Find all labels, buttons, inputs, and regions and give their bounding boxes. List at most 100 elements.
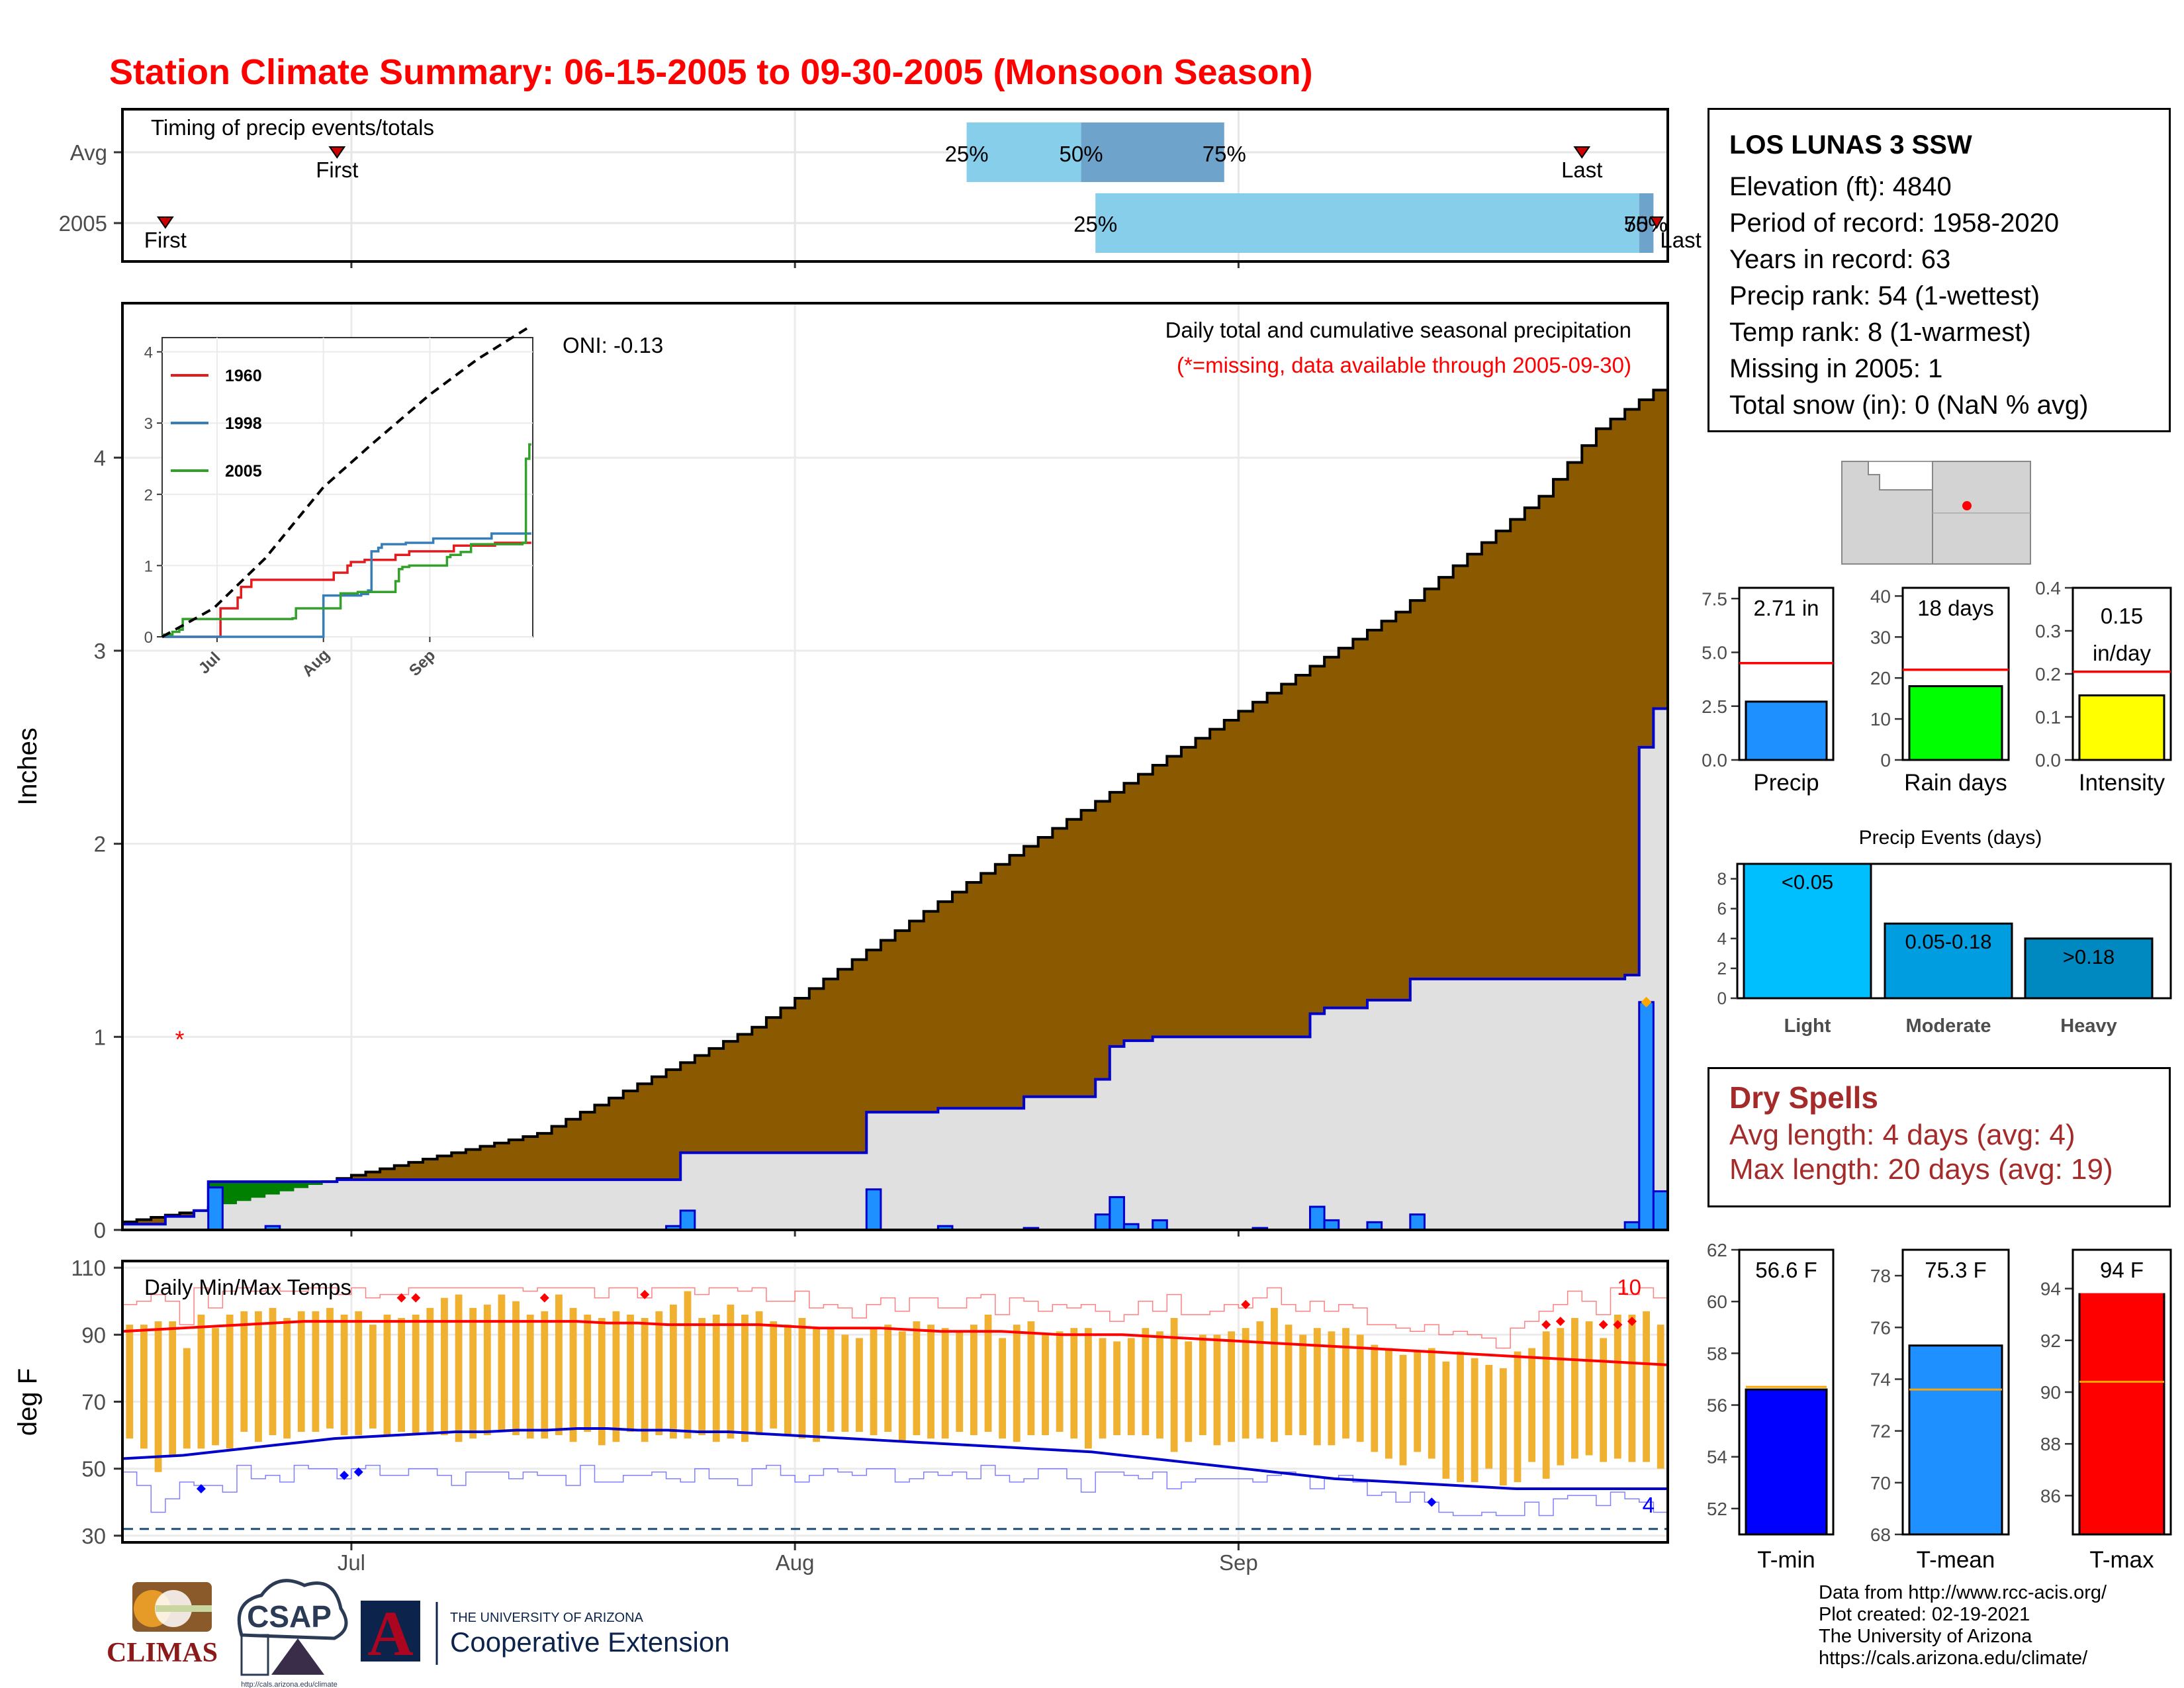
summary-y-tick-label: 0.4 [2035, 578, 2061, 598]
record-low-marker [1427, 1497, 1437, 1507]
record-low-envelope [122, 1464, 1668, 1517]
daily-temp-range-bar [1070, 1328, 1078, 1439]
daily-temp-range-bar [1542, 1331, 1550, 1479]
daily-temp-range-bar [1256, 1321, 1264, 1439]
summary-y-tick-label: 52 [1707, 1499, 1727, 1519]
daily-temp-range-bar [426, 1307, 434, 1432]
temp-summary-name: T-mean [1917, 1547, 1995, 1573]
climas-logo: CLIMAS [107, 1582, 218, 1668]
daily-temp-range-bar [1457, 1351, 1464, 1482]
daily-temp-range-bar [569, 1307, 577, 1442]
daily-temp-range-bar [1027, 1321, 1035, 1436]
dry-spells-title: Dry Spells [1729, 1080, 1878, 1115]
summary-y-tick-label: 0.0 [2035, 750, 2061, 771]
station-name: LOS LUNAS 3 SSW [1729, 130, 1972, 160]
precip-title: Daily total and cumulative seasonal prec… [1165, 318, 1631, 342]
daily-temp-range-bar [970, 1325, 978, 1436]
daily-temp-range-bar [326, 1307, 334, 1429]
temp-summary-name: T-min [1757, 1547, 1815, 1573]
daily-temp-range-bar [1499, 1368, 1507, 1485]
daily-precip-bar [865, 1188, 882, 1231]
daily-temp-range-bar [941, 1328, 949, 1439]
y2005-first-marker [156, 216, 174, 229]
summary-y-tick-label: 0.2 [2035, 664, 2061, 684]
summary-y-tick-label: 88 [2040, 1434, 2061, 1454]
temp-x-tick-label: Jul [338, 1550, 365, 1575]
precip-subtitle: (*=missing, data available through 2005-… [1177, 353, 1631, 377]
daily-temp-range-bar [1228, 1331, 1235, 1442]
oni-label: ONI: -0.13 [563, 333, 663, 357]
daily-precip-bar [1323, 1219, 1340, 1231]
summary-y-tick-label: 92 [2040, 1331, 2061, 1351]
summary-y-tick-label: 10 [1870, 709, 1891, 729]
daily-temp-range-bar [1099, 1338, 1107, 1439]
y2005-percentile-label: 25% [1073, 212, 1117, 236]
avg-last-label: Last [1561, 158, 1602, 182]
record-high-marker [1541, 1320, 1551, 1330]
daily-temp-range-bar [1585, 1321, 1593, 1456]
inset-legend-label: 2005 [225, 462, 262, 481]
summary-panel-name: Intensity [2079, 770, 2165, 796]
inset-y-tick-label: 3 [144, 415, 153, 433]
timing-row-label: Avg [70, 140, 107, 165]
daily-temp-range-bar [169, 1321, 177, 1456]
temp-x-tick-label: Sep [1219, 1550, 1258, 1575]
daily-temp-range-bar [641, 1318, 649, 1442]
avg-percentile-label: 50% [1060, 142, 1103, 166]
daily-temp-range-bar [469, 1307, 477, 1439]
record-high-marker [1613, 1320, 1623, 1330]
summary-y-tick-label: 0.1 [2035, 707, 2061, 727]
events-category-label: Light [1784, 1015, 1831, 1037]
summary-y-tick-label: 70 [1870, 1473, 1891, 1493]
daily-temp-range-bar [1299, 1335, 1307, 1436]
footer-line: Data from http://www.rcc-acis.org/ [1819, 1582, 2107, 1603]
daily-temp-range-bar [627, 1314, 634, 1432]
csap-logo: CSAP http://cals.arizona.edu/climate [237, 1579, 348, 1688]
y2005-iqr-upper-bar [1639, 193, 1654, 253]
daily-precip-bar [1152, 1219, 1168, 1231]
inset-series-line [162, 532, 531, 638]
csap-url: http://cals.arizona.edu/climate [241, 1681, 338, 1688]
temp-summary-value-label: 56.6 F [1755, 1258, 1817, 1282]
daily-temp-range-bar [999, 1338, 1007, 1439]
daily-temp-range-bar [584, 1314, 592, 1432]
inset-y-tick-label: 1 [144, 557, 153, 575]
daily-temp-range-bar [1614, 1314, 1621, 1459]
daily-temp-range-bar [984, 1314, 992, 1432]
dry-spells-max: Max length: 20 days (avg: 19) [1729, 1153, 2113, 1186]
summary-y-tick-label: 62 [1707, 1240, 1727, 1260]
y2005-last-marker [1649, 216, 1664, 230]
y2005-surplus-area [208, 1182, 323, 1207]
footer-line: Plot created: 02-19-2021 [1819, 1604, 2030, 1625]
daily-temp-range-bar [398, 1318, 406, 1432]
daily-temp-range-bar [1514, 1351, 1522, 1482]
daily-temp-range-bar [727, 1304, 735, 1439]
y2005-cumulative-area [122, 708, 1668, 1230]
events-bar [1743, 863, 1872, 1000]
daily-temp-range-bar [412, 1314, 420, 1436]
station-temp-rank: Temp rank: 8 (1-warmest) [1729, 318, 2031, 347]
daily-precip-bar [1652, 1190, 1669, 1231]
daily-temp-range-bar [498, 1294, 506, 1432]
inset-y-tick-label: 2 [144, 487, 153, 504]
summary-y-tick-label: 2.5 [1702, 696, 1727, 717]
summary-y-tick-label: 78 [1870, 1266, 1891, 1286]
summary-y-tick-label: 90 [2040, 1382, 2061, 1403]
avg-min-temp-line [122, 1427, 1668, 1491]
avg-first-label: First [316, 158, 358, 182]
timing-frame [121, 108, 1669, 263]
daily-temp-range-bar [226, 1314, 234, 1449]
temp-title: Daily Min/Max Temps [144, 1275, 351, 1299]
daily-precip-bar [1308, 1205, 1326, 1231]
precip-y-tick-label: 4 [94, 445, 106, 470]
precip-y-tick-label: 3 [94, 639, 106, 663]
university-logo: A THE UNIVERSITY OF ARIZONA Cooperative … [361, 1598, 730, 1669]
record-high-marker [640, 1289, 650, 1299]
daily-temp-range-bar [555, 1294, 563, 1436]
events-bar-label: 0.05-0.18 [1905, 930, 1992, 953]
daily-temp-range-bar [483, 1304, 491, 1436]
daily-temp-range-bar [1113, 1341, 1121, 1436]
summary-y-tick-label: 86 [2040, 1485, 2061, 1506]
summary-y-tick-label: 7.5 [1702, 588, 1727, 609]
events-bar [1884, 922, 2013, 1000]
